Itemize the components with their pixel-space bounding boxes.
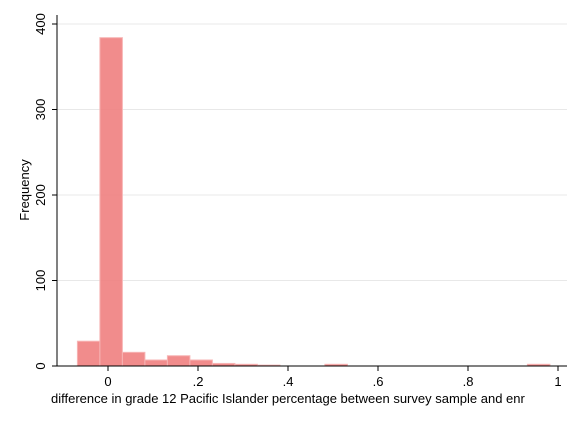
grid-lines [57,23,567,281]
y-axis-title: Frequency [17,159,32,221]
histogram-bars [76,37,551,367]
histogram-bar [144,359,168,367]
axes [56,15,567,367]
histogram-bar [166,355,191,367]
x-tick-label: .8 [463,374,474,389]
y-tick-label: 100 [33,270,48,292]
y-tick-label: 0 [33,362,48,369]
histogram-bar [121,351,146,367]
y-tick-label: 400 [33,13,48,35]
x-tick-label: .2 [193,374,204,389]
y-tick-label: 200 [33,184,48,206]
x-tick-label: .4 [283,374,294,389]
x-tick-label: 1 [554,374,561,389]
x-axis-ticks: 0 .2 .4 .6 .8 1 [104,366,562,389]
histogram-bar [76,340,101,367]
x-tick-label: 0 [104,374,111,389]
y-tick-label: 300 [33,99,48,121]
x-tick-label: .6 [373,374,384,389]
y-axis-ticks: 0 100 200 300 400 [33,13,57,370]
histogram-bar [99,37,123,367]
histogram-bar [189,359,213,367]
x-axis-title: difference in grade 12 Pacific Islander … [51,391,525,406]
